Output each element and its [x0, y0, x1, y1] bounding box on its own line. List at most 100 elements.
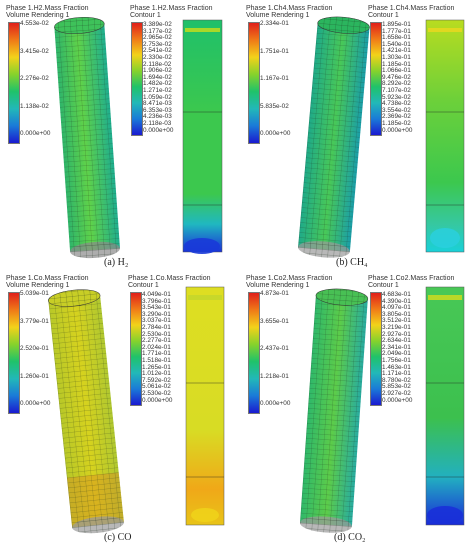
tick-label: 1.171e-01	[382, 370, 411, 378]
tick-label: 4.873e-01	[260, 290, 289, 297]
tick-label: 4.390e-01	[382, 297, 411, 305]
volume-scale-ticks: 2.334e-01 1.751e-01 1.167e-01 5.835e-02 …	[260, 20, 291, 138]
tick-label: 8.780e-02	[382, 376, 411, 384]
tick-label: 8.292e-02	[382, 80, 411, 88]
tick-label: 2.927e-01	[382, 330, 411, 338]
tick-label: 3.655e-01	[260, 317, 289, 325]
contour-color-scale	[370, 22, 382, 136]
cylinder-rendering	[300, 288, 369, 533]
contour-title: Phase 1.H2.Mass Fraction	[130, 5, 213, 12]
tick-label: 2.927e-02	[382, 389, 411, 397]
contour-plot	[425, 19, 465, 253]
tick-label: 3.290e-01	[142, 310, 171, 318]
tick-label: 2.276e-02	[20, 75, 49, 83]
panel-co2: Phase 1.Co2.Mass Fraction Volume Renderi…	[236, 275, 472, 550]
tick-label: 3.177e-02	[143, 27, 172, 35]
tick-label: 2.965e-02	[143, 34, 172, 42]
tick-label: 3.037e-01	[142, 317, 171, 325]
tick-label: 1.185e-02	[382, 119, 411, 127]
contour-subtitle: Contour 1	[368, 282, 399, 289]
tick-label: 1.185e-01	[382, 60, 411, 68]
tick-label: 2.024e-01	[142, 343, 171, 351]
tick-label: 1.895e-01	[382, 21, 411, 28]
volume-color-scale	[8, 22, 20, 144]
tick-label: 6.353e-03	[143, 106, 172, 114]
volume-color-scale	[248, 292, 260, 414]
tick-label: 1.066e-01	[382, 67, 411, 75]
tick-label: 2.530e-02	[142, 389, 171, 397]
tick-label: 0.000e+00	[20, 400, 51, 408]
tick-label: 5.923e-02	[382, 93, 411, 101]
tick-label: 3.512e-01	[382, 317, 411, 325]
volume-color-scale	[248, 22, 260, 144]
tick-label: 2.541e-02	[143, 47, 172, 55]
tick-label: 1.482e-02	[143, 80, 172, 88]
volume-scale-ticks: 5.039e-01 3.779e-01 2.520e-01 1.260e-01 …	[20, 290, 51, 408]
tick-label: 4.738e-02	[382, 100, 411, 108]
contour-subtitle: Contour 1	[128, 282, 159, 289]
tick-label: 1.906e-02	[143, 67, 172, 75]
tick-label: 5.061e-02	[142, 383, 171, 391]
tick-label: 1.463e-01	[382, 363, 411, 371]
tick-label: 1.260e-01	[20, 372, 49, 380]
contour-color-scale	[370, 292, 382, 406]
vr-title: Phase 1.Co.Mass Fraction	[6, 275, 89, 282]
tick-label: 1.012e-01	[142, 370, 171, 378]
tick-label: 3.219e-01	[382, 323, 411, 331]
tick-label: 8.471e-03	[143, 100, 172, 108]
contour-title: Phase 1.Co.Mass Fraction	[128, 275, 211, 282]
tick-label: 1.265e-01	[142, 363, 171, 371]
tick-label: 2.049e-01	[382, 350, 411, 358]
tick-label: 3.415e-02	[20, 47, 49, 55]
tick-label: 2.753e-02	[143, 40, 172, 48]
panel-h2: Phase 1.H2.Mass Fraction Volume Renderin…	[0, 0, 236, 275]
tick-label: 4.553e-02	[20, 20, 49, 27]
tick-label: 2.334e-01	[260, 20, 289, 27]
vr-title: Phase 1.Ch4.Mass Fraction	[246, 5, 333, 12]
volume-scale-ticks: 4.553e-02 3.415e-02 2.276e-02 1.138e-02 …	[20, 20, 51, 138]
tick-label: 5.039e-01	[20, 290, 49, 297]
tick-label: 2.118e-02	[143, 60, 172, 68]
tick-label: 3.779e-01	[20, 317, 49, 325]
tick-label: 7.107e-02	[382, 86, 411, 94]
cylinder-rendering	[48, 289, 124, 534]
tick-label: 2.330e-02	[143, 53, 172, 61]
volume-color-scale	[8, 292, 20, 414]
tick-label: 1.518e-01	[142, 356, 171, 364]
tick-label: 0.000e+00	[260, 130, 291, 138]
panel-caption: (a) H₂	[104, 257, 129, 268]
tick-label: 2.437e-01	[260, 345, 289, 353]
tick-label: 7.592e-02	[142, 376, 171, 384]
contour-plot	[182, 19, 223, 254]
tick-label: 1.138e-02	[20, 102, 49, 110]
tick-label: 1.218e-01	[260, 372, 289, 380]
tick-label: 4.049e-01	[142, 291, 171, 298]
contour-subtitle: Contour 1	[130, 12, 161, 19]
vr-subtitle: Volume Rendering 1	[6, 282, 70, 289]
tick-label: 3.805e-01	[382, 310, 411, 318]
contour-scale-ticks: 3.389e-02 3.177e-02 2.965e-02 2.753e-02 2.54…	[143, 21, 173, 134]
tick-label: 3.796e-01	[142, 297, 171, 305]
tick-label: 2.277e-01	[142, 337, 171, 345]
tick-label: 0.000e+00	[382, 126, 413, 134]
tick-label: 9.476e-02	[382, 73, 411, 81]
contour-scale-ticks: 4.683e-01 4.390e-01 4.097e-01 3.805e-01 3.51…	[382, 291, 412, 404]
tick-label: 5.835e-02	[260, 102, 289, 110]
tick-label: 0.000e+00	[20, 130, 51, 138]
tick-label: 2.520e-01	[20, 345, 49, 353]
contour-color-scale	[131, 22, 143, 136]
contour-title: Phase 1.Co2.Mass Fraction	[368, 275, 455, 282]
contour-scale-ticks: 1.895e-01 1.777e-01 1.658e-01 1.540e-01 1.42…	[382, 21, 413, 134]
tick-label: 2.784e-01	[142, 323, 171, 331]
panel-caption: (d) CO₂	[334, 532, 366, 543]
tick-label: 3.543e-01	[142, 304, 171, 312]
volume-scale-ticks: 4.873e-01 3.655e-01 2.437e-01 1.218e-01 …	[260, 290, 290, 408]
cylinder-rendering	[298, 16, 370, 258]
tick-label: 1.771e-01	[142, 350, 171, 358]
tick-label: 3.554e-02	[382, 106, 411, 114]
contour-scale-ticks: 4.049e-01 3.796e-01 3.543e-01 3.290e-01 3.03…	[142, 291, 172, 404]
contour-plot	[425, 286, 465, 526]
panel-ch4: Phase 1.Ch4.Mass Fraction Volume Renderi…	[236, 0, 472, 275]
tick-label: 2.341e-01	[382, 343, 411, 351]
vr-subtitle: Volume Rendering 1	[6, 12, 70, 19]
